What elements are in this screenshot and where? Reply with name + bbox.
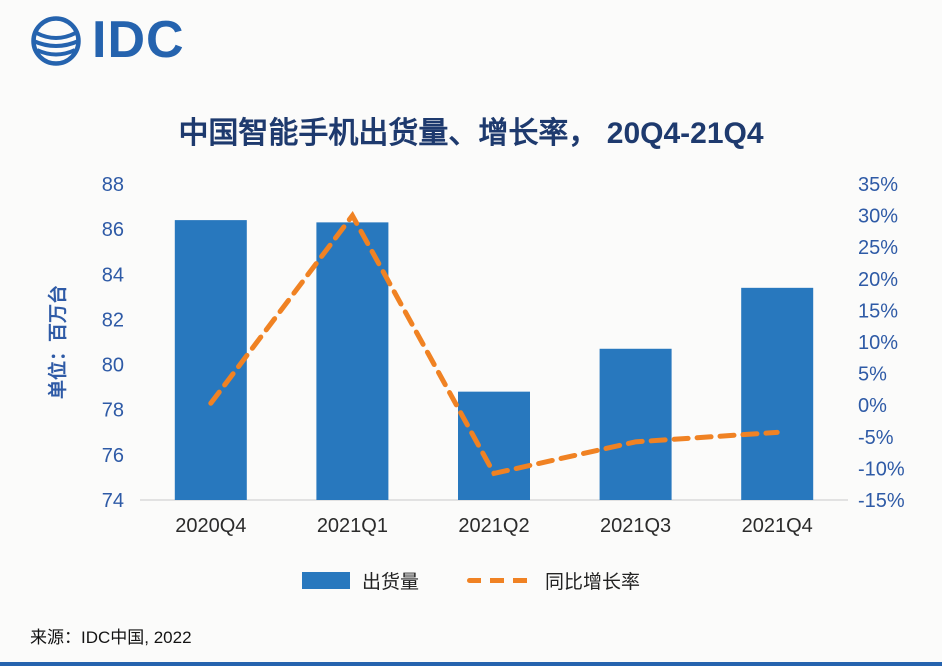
x-axis-label-2021Q3: 2021Q3 xyxy=(600,515,671,537)
right-axis-tick-35: 35% xyxy=(858,174,898,196)
source-note: 来源：IDC中国, 2022 xyxy=(30,628,192,647)
x-axis-label-2020Q4: 2020Q4 xyxy=(175,515,246,537)
right-axis-tick--5: -5% xyxy=(858,427,894,449)
left-axis-tick-88: 88 xyxy=(102,174,124,196)
legend-item-growth: 同比增长率 xyxy=(467,567,640,594)
right-axis-tick-10: 10% xyxy=(858,332,898,354)
left-axis-title: 单位：百万台 xyxy=(46,285,69,399)
idc-logo: IDC xyxy=(28,12,185,68)
bottom-divider xyxy=(0,662,942,666)
x-axis-label-2021Q2: 2021Q2 xyxy=(458,515,529,537)
right-axis-tick-0: 0% xyxy=(858,395,887,417)
idc-logo-text: IDC xyxy=(92,11,185,69)
left-axis-tick-84: 84 xyxy=(102,264,124,286)
bar-2021Q1 xyxy=(316,222,389,500)
legend-bar-swatch xyxy=(301,572,350,589)
legend-item-shipments: 出货量 xyxy=(301,567,419,594)
bar-2021Q2 xyxy=(458,391,530,500)
right-axis-tick--10: -10% xyxy=(858,458,905,480)
right-axis-tick--15: -15% xyxy=(858,490,905,512)
growth-rate-line xyxy=(208,211,780,477)
left-axis-tick-82: 82 xyxy=(102,309,124,331)
left-axis-tick-76: 76 xyxy=(102,445,124,467)
legend-growth-label: 同比增长率 xyxy=(545,572,641,593)
left-axis-tick-86: 86 xyxy=(102,219,124,241)
bar-2020Q4 xyxy=(174,220,247,500)
left-axis-tick-78: 78 xyxy=(102,400,124,422)
idc-globe-icon xyxy=(31,16,81,66)
x-axis-label-2021Q4: 2021Q4 xyxy=(742,515,813,537)
right-axis-tick-15: 15% xyxy=(858,300,898,322)
chart-legend: 出货量 同比增长率 xyxy=(0,567,942,594)
right-axis-tick-30: 30% xyxy=(858,206,898,228)
chart-title: 中国智能手机出货量、增长率， 20Q4-21Q4 xyxy=(178,117,764,150)
right-axis-tick-25: 25% xyxy=(858,237,898,259)
legend-shipments-label: 出货量 xyxy=(361,572,419,593)
bar-2021Q3 xyxy=(599,348,672,500)
right-axis-tick-5: 5% xyxy=(858,364,887,386)
left-axis-tick-80: 80 xyxy=(102,355,124,377)
right-axis-tick-20: 20% xyxy=(858,269,898,291)
legend-dashed-line-swatch xyxy=(467,578,533,583)
left-axis-tick-74: 74 xyxy=(102,490,124,512)
x-axis-label-2021Q1: 2021Q1 xyxy=(317,515,388,537)
bar-2021Q4 xyxy=(741,287,814,500)
